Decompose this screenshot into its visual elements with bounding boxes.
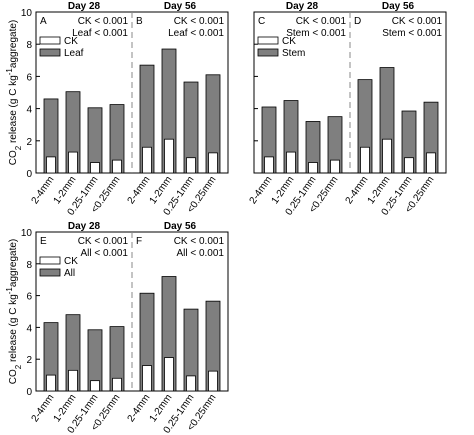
y-label-part: 2 bbox=[14, 364, 23, 369]
bar bbox=[112, 377, 122, 392]
y-label-part: CO bbox=[8, 369, 19, 384]
legend-swatch bbox=[39, 256, 61, 265]
y-tick-label: 8 bbox=[26, 260, 32, 271]
panel-title: Day 56 bbox=[164, 1, 197, 12]
y-tick-label: 4 bbox=[26, 323, 32, 334]
bar bbox=[68, 151, 78, 174]
legend-label: All bbox=[64, 268, 75, 279]
legend-swatch bbox=[257, 36, 279, 45]
bar bbox=[142, 146, 152, 174]
legend-label: Leaf bbox=[64, 48, 84, 59]
legend-swatch bbox=[39, 268, 61, 277]
bar bbox=[186, 375, 196, 392]
annotation: Leaf < 0.001 bbox=[72, 28, 128, 39]
bar bbox=[264, 156, 274, 174]
bar bbox=[308, 162, 318, 174]
annotation: CK < 0.001 bbox=[392, 16, 443, 27]
legend-label: CK bbox=[64, 36, 78, 47]
y-axis-label: CO2 release (g C kg-1aggregate) bbox=[5, 20, 23, 166]
y-axis-label: CO2 release (g C kg-1aggregate) bbox=[5, 239, 23, 385]
annotation: CK < 0.001 bbox=[78, 16, 129, 27]
y-tick-label: 6 bbox=[26, 292, 32, 303]
annotation: CK < 0.001 bbox=[174, 16, 225, 27]
y-label-part: -1 bbox=[5, 287, 14, 295]
y-tick-label: 8 bbox=[26, 40, 32, 51]
y-tick-label: 6 bbox=[26, 72, 32, 83]
y-tick-label: 2 bbox=[26, 355, 32, 366]
panel-letter: C bbox=[258, 16, 265, 27]
y-tick-label: 0 bbox=[26, 169, 32, 180]
annotation: CK < 0.001 bbox=[296, 16, 347, 27]
y-label-part: 2 bbox=[14, 145, 23, 150]
panel-title: Day 28 bbox=[68, 1, 101, 12]
bar bbox=[330, 159, 340, 174]
annotation: Stem < 0.001 bbox=[286, 28, 346, 39]
y-label-part: release (g C kg bbox=[8, 75, 19, 146]
panel-letter: F bbox=[136, 236, 142, 247]
bar bbox=[286, 151, 296, 174]
panel-letter: A bbox=[40, 16, 47, 27]
panel-title: Day 56 bbox=[164, 221, 197, 232]
bar bbox=[360, 146, 370, 174]
y-tick-label: 2 bbox=[26, 137, 32, 148]
annotation: All < 0.001 bbox=[176, 248, 224, 259]
bar bbox=[46, 374, 56, 392]
y-tick-label: 4 bbox=[26, 105, 32, 116]
bar bbox=[426, 152, 436, 174]
legend-label: CK bbox=[282, 36, 296, 47]
panel-title: Day 28 bbox=[68, 221, 101, 232]
y-label-part: -1 bbox=[5, 68, 14, 76]
bar bbox=[142, 365, 152, 392]
y-label-part: release (g C kg bbox=[8, 294, 19, 365]
bar bbox=[186, 157, 196, 174]
y-label-part: aggregate) bbox=[8, 20, 19, 68]
legend-swatch bbox=[39, 36, 61, 45]
annotation: All < 0.001 bbox=[80, 248, 128, 259]
annotation: Stem < 0.001 bbox=[382, 28, 442, 39]
annotation: CK < 0.001 bbox=[174, 236, 225, 247]
panel-title: Day 28 bbox=[286, 1, 319, 12]
bar bbox=[382, 138, 392, 174]
bar bbox=[46, 156, 56, 174]
y-label-part: aggregate) bbox=[8, 239, 19, 287]
bar bbox=[90, 162, 100, 174]
y-tick-label: 10 bbox=[21, 8, 33, 19]
bar bbox=[164, 138, 174, 174]
y-tick-label: 10 bbox=[21, 228, 33, 239]
y-label-part: CO bbox=[8, 150, 19, 165]
bar bbox=[68, 369, 78, 392]
bar bbox=[208, 370, 218, 392]
y-tick-label: 0 bbox=[26, 387, 32, 398]
annotation: CK < 0.001 bbox=[78, 236, 129, 247]
bar bbox=[404, 157, 414, 174]
bar bbox=[112, 159, 122, 174]
bar bbox=[208, 152, 218, 174]
panel-letter: E bbox=[40, 236, 47, 247]
legend-swatch bbox=[39, 48, 61, 57]
legend-swatch bbox=[257, 48, 279, 57]
bar bbox=[90, 380, 100, 392]
annotation: Leaf < 0.001 bbox=[168, 28, 224, 39]
panel-letter: B bbox=[136, 16, 143, 27]
panel-letter: D bbox=[354, 16, 361, 27]
legend-label: Stem bbox=[282, 48, 305, 59]
panel-title: Day 56 bbox=[382, 1, 415, 12]
legend-label: CK bbox=[64, 256, 78, 267]
bar bbox=[164, 357, 174, 392]
